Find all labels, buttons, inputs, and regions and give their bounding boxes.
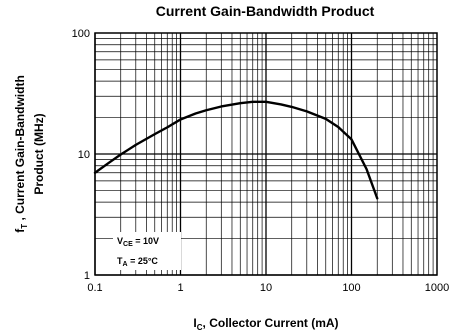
y-axis-label: fT , Current Gain-Bandwidth Product (MHz… [13,75,46,233]
plot-frame [94,32,438,276]
x-tick-label: 10 [260,282,272,294]
x-tick-label: 1000 [425,282,449,294]
y-tick-label: 100 [72,28,90,40]
annotation-vce: VCE = 10V [117,236,159,248]
chart-title: Current Gain-Bandwidth Product [156,3,375,19]
annotation-ta: TA = 25°C [117,256,158,268]
x-tick-label: 0.1 [87,282,102,294]
x-tick-label: 100 [342,282,360,294]
svg-text:fT , Current Gain-Bandwidth: fT , Current Gain-Bandwidth [13,75,29,233]
series-line [93,100,379,200]
x-axis-label: IC, Collector Current (mA) [193,316,338,332]
x-tick-label: 1 [177,282,183,294]
annotation-background [113,232,181,270]
series-layer [93,100,379,200]
y-tick-label: 1 [84,270,90,282]
svg-text:Product (MHz): Product (MHz) [32,113,46,194]
y-tick-label: 10 [78,149,90,161]
